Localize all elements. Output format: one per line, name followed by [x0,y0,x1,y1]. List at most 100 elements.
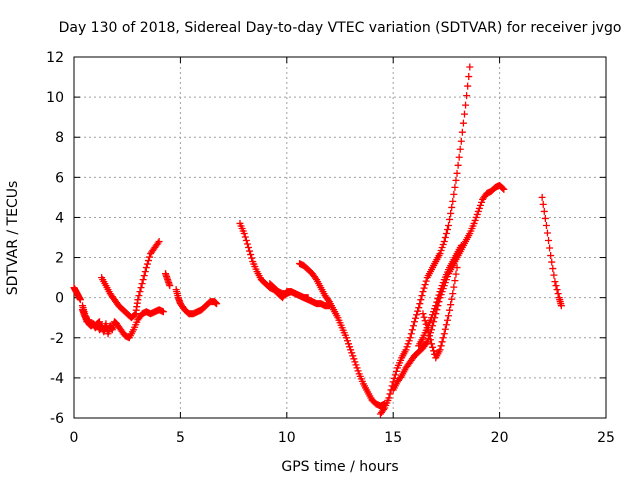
data-point [392,367,400,375]
data-point [450,190,458,198]
data-point [436,250,444,258]
data-point [433,298,441,306]
data-point [154,239,162,247]
data-point [431,305,439,313]
y-tick-label: -4 [50,371,64,387]
data-point [354,367,362,375]
data-point [451,183,459,191]
x-tick-label: 20 [491,430,509,446]
data-point [471,216,479,224]
data-point [352,361,360,369]
data-point [135,292,143,300]
data-point [142,264,150,272]
data-point [475,204,483,212]
data-point [429,311,437,319]
data-point [542,221,550,229]
data-point [460,110,468,118]
data-point [420,313,428,321]
data-point [470,219,478,227]
data-point [440,238,448,246]
data-point [137,284,145,292]
data-point [351,358,359,366]
data-point [430,318,438,326]
y-tick-label: 8 [55,130,64,146]
y-tick-label: 2 [55,251,64,267]
data-point [417,296,425,304]
series-arc-8 [266,280,312,302]
data-point [450,283,458,291]
series-arc-13 [415,242,465,350]
data-point [543,229,551,237]
data-point [448,203,456,211]
data-point [446,306,454,314]
data-point [441,234,449,241]
data-point [458,128,466,136]
y-tick-label: 0 [55,291,64,307]
data-point [420,284,428,292]
data-point [343,337,351,345]
ticks [73,56,607,419]
data-point [242,237,250,245]
data-point [554,290,562,298]
data-point [466,63,474,71]
data-point [415,304,423,312]
data-point [342,334,350,342]
data-point [473,210,481,218]
data-point [453,264,461,272]
x-tick-label: 15 [384,430,402,446]
data-point [549,265,557,273]
data-point [422,277,430,285]
data-point [472,213,480,221]
data-point [457,137,465,145]
series-arc-14 [538,193,565,310]
data-point [421,281,429,289]
data-point [452,176,460,184]
data-point [476,201,484,209]
y-tick-label: -6 [50,411,64,427]
data-point [428,340,436,348]
data-point [134,296,142,304]
data-point [213,300,221,308]
data-point [439,334,447,342]
data-point [438,338,446,346]
data-point [429,343,437,351]
data-point [76,296,84,304]
data-point [456,145,464,153]
x-tick-labels: 0 5 10 15 20 25 [70,430,615,446]
data-series [70,63,565,418]
data-point [465,73,473,81]
data-point [155,238,163,246]
data-point [478,198,486,206]
data-point [412,314,420,322]
data-point [453,169,461,177]
data-point [548,258,556,266]
data-point [96,318,104,326]
data-point [447,301,455,309]
data-point [146,253,154,261]
data-point [439,279,447,287]
data-point [430,347,438,355]
series-arc-4 [98,238,163,322]
data-point [445,312,453,320]
data-point [136,288,144,296]
data-point [407,330,415,338]
data-point [414,307,422,315]
data-point [436,288,444,296]
data-point [419,288,427,296]
data-point [445,221,453,229]
data-point [452,270,460,278]
data-point [247,251,255,259]
data-point [462,101,470,109]
y-tick-label: 6 [55,170,64,186]
y-tick-labels: -6 -4 -2 0 2 4 6 8 10 12 [46,50,64,427]
data-point [449,197,457,205]
data-point [244,244,252,252]
x-tick-label: 5 [176,430,185,446]
data-point [552,282,560,290]
data-point [312,274,320,282]
plot-frame [73,56,607,419]
data-point [443,225,451,233]
y-tick-label: 12 [46,50,64,66]
